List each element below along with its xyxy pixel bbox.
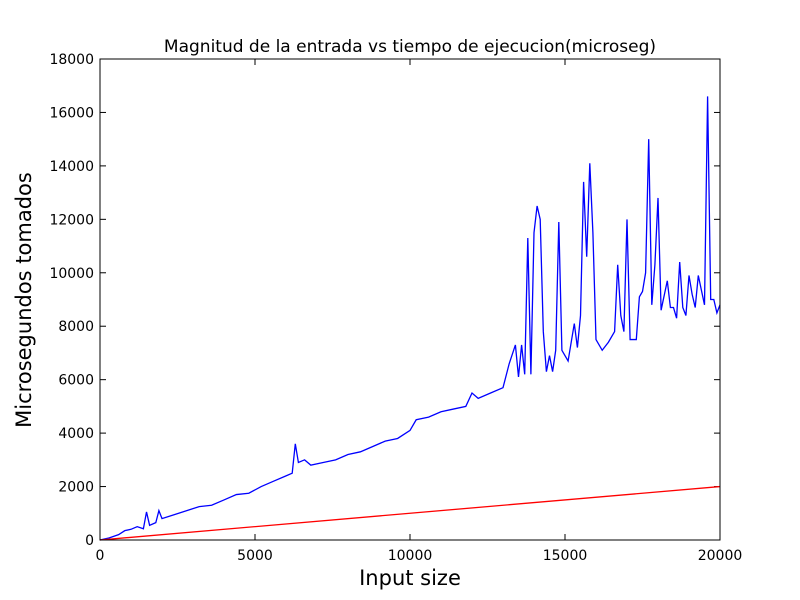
y-tick-label: 2000: [58, 480, 94, 496]
y-axis-label: Microsegundos tomados: [12, 172, 36, 428]
x-tick-label: 15000: [543, 548, 588, 564]
x-tick-label: 10000: [388, 548, 433, 564]
y-tick-label: 4000: [58, 426, 94, 442]
line-series: [99, 485, 721, 541]
y-tick-label: 14000: [49, 159, 94, 175]
line-series: [99, 96, 721, 541]
x-tick-label: 5000: [237, 548, 273, 564]
y-tick-label: 18000: [49, 52, 94, 68]
y-tick-label: 10000: [49, 266, 94, 282]
y-tick-label: 8000: [58, 319, 94, 335]
x-tick-label: 0: [96, 548, 105, 564]
plot-frame: [99, 58, 721, 541]
y-tick-label: 12000: [49, 212, 94, 228]
x-tick-label: 20000: [698, 548, 743, 564]
chart-title: Magnitud de la entrada vs tiempo de ejec…: [164, 37, 656, 57]
x-axis-label: Input size: [359, 566, 461, 590]
y-tick-label: 0: [85, 533, 94, 549]
y-tick-label: 6000: [58, 373, 94, 389]
y-tick-label: 16000: [49, 105, 94, 121]
